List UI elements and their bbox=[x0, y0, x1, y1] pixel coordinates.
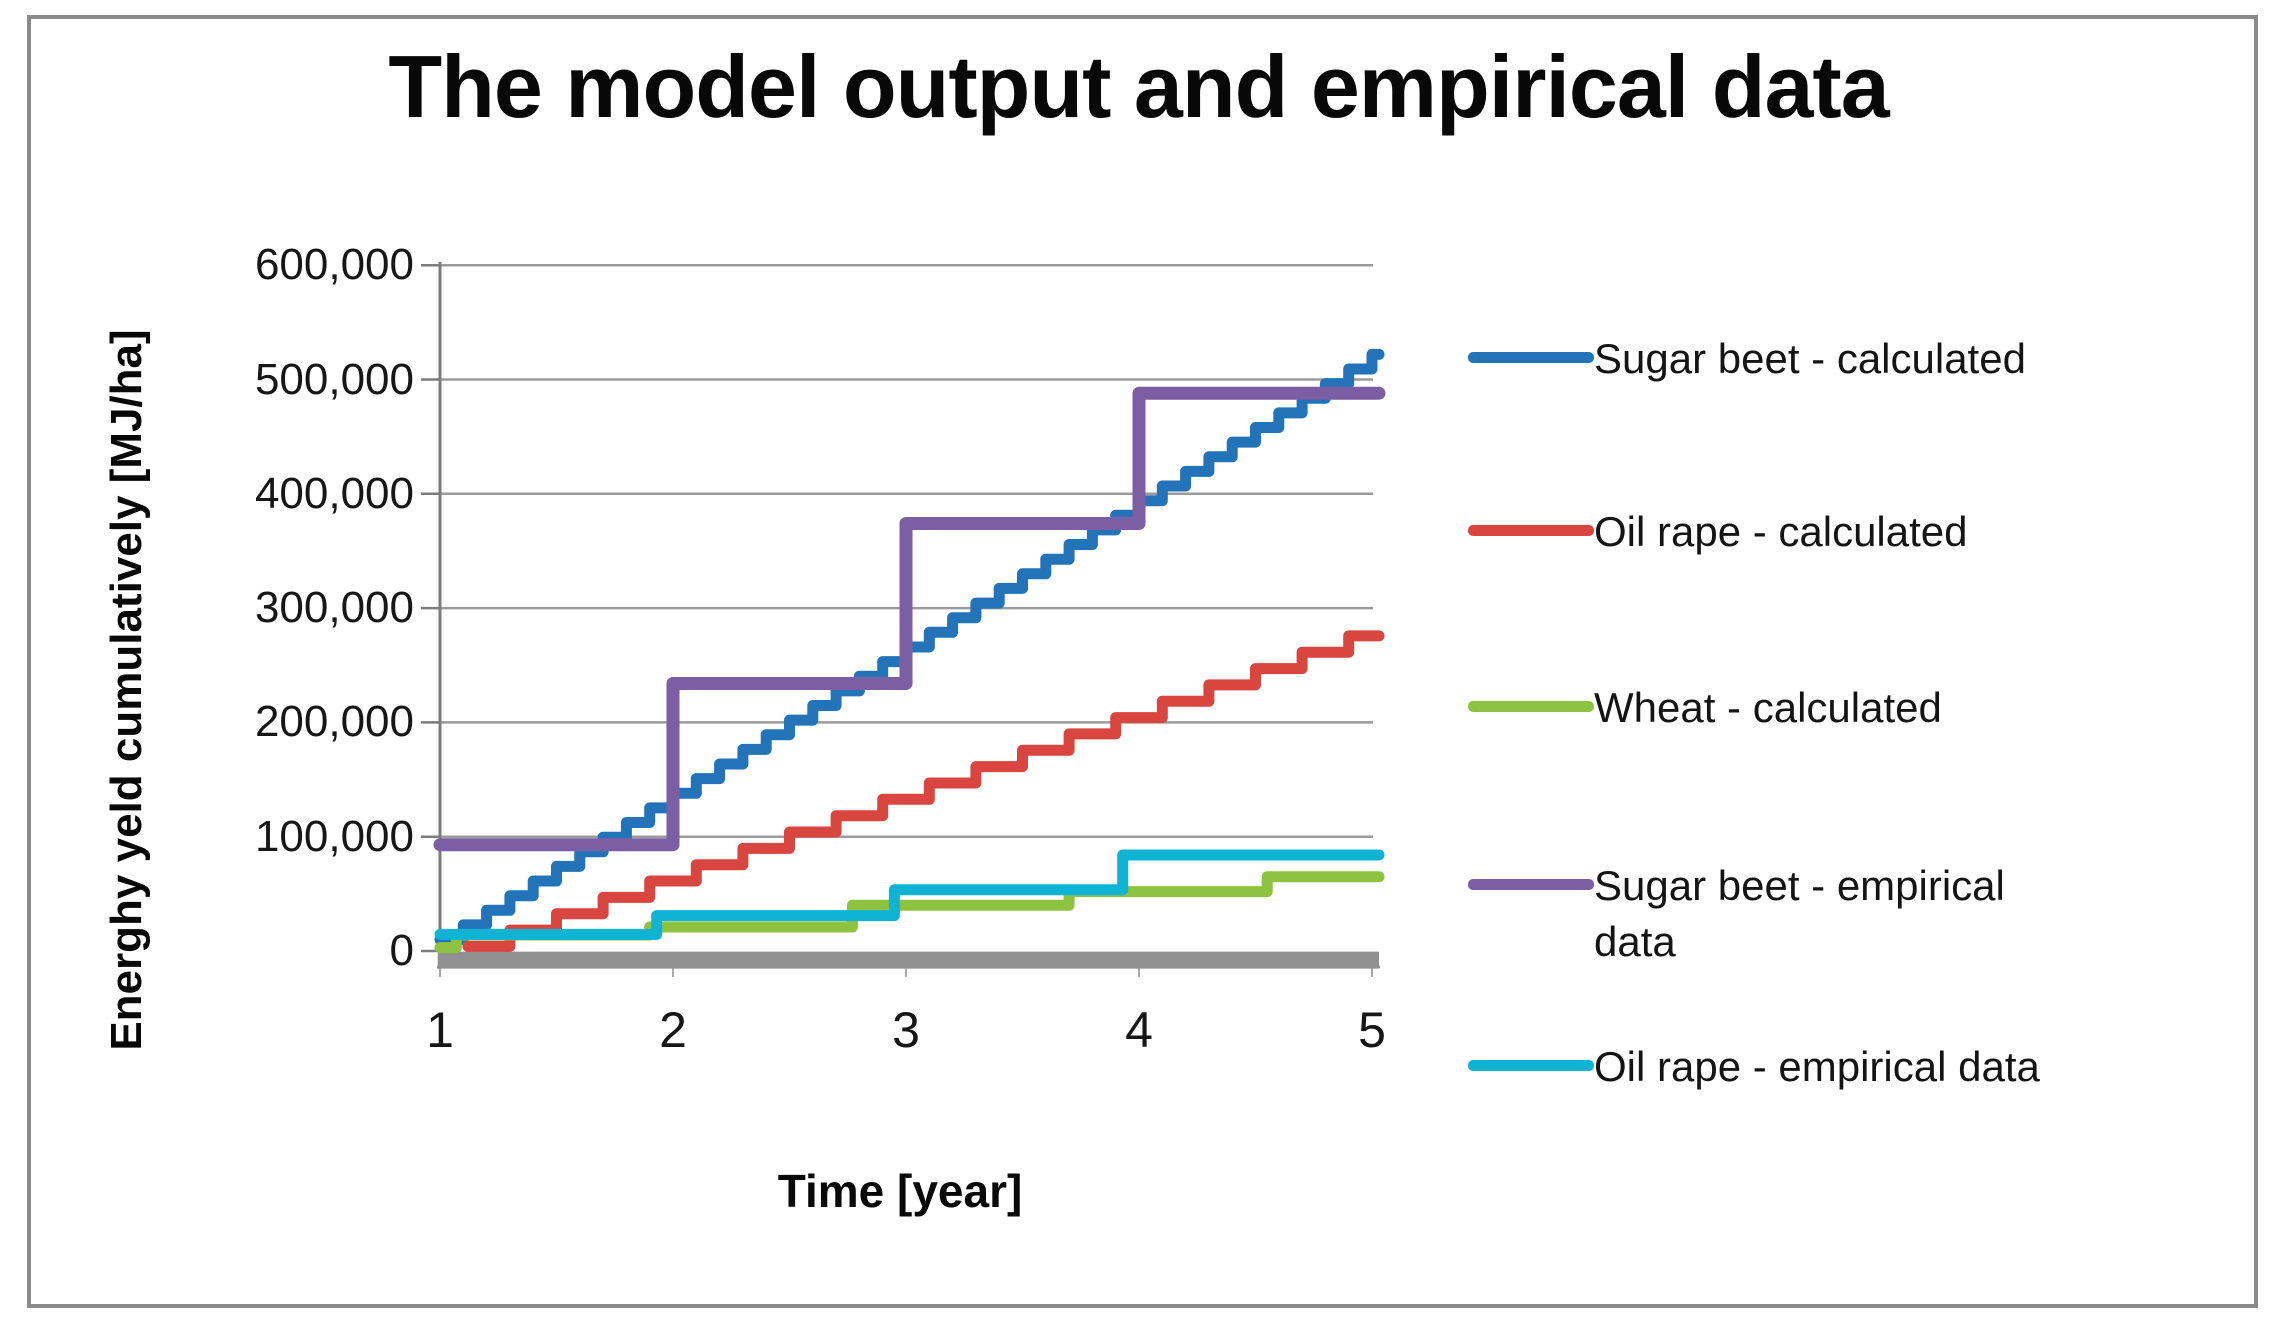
legend-item-oil-rape-empirical-data: Oil rape - empirical data bbox=[1468, 1039, 2040, 1095]
y-tick-label-300,000: 300,000 bbox=[254, 583, 414, 633]
x-tick-label-3: 3 bbox=[892, 1002, 920, 1058]
legend-line-swatch bbox=[1468, 879, 1594, 890]
y-tick-label-100,000: 100,000 bbox=[254, 811, 414, 861]
legend-label: Sugar beet - empirical data bbox=[1594, 858, 2005, 970]
legend-item-sugar-beet-calculated: Sugar beet - calculated bbox=[1468, 331, 2026, 387]
y-tick-label-400,000: 400,000 bbox=[254, 468, 414, 518]
chart-title: The model output and empirical data bbox=[388, 37, 1889, 136]
series-line-oil-rape-calculated bbox=[462, 630, 1385, 952]
legend-label-line: data bbox=[1594, 918, 1676, 965]
legend-label-line: Oil rape - calculated bbox=[1594, 508, 1968, 555]
legend-item-oil-rape-calculated: Oil rape - calculated bbox=[1468, 504, 1968, 560]
series-line-sugar-beet-empirical-data bbox=[433, 386, 1386, 852]
legend-label-line: Sugar beet - empirical bbox=[1594, 862, 2005, 909]
legend-line-swatch bbox=[1468, 352, 1594, 363]
y-tick-label-500,000: 500,000 bbox=[254, 354, 414, 404]
x-tick-label-4: 4 bbox=[1125, 1002, 1153, 1058]
chart-border-frame bbox=[27, 15, 2258, 1308]
series-line-oil-rape-empirical-data bbox=[434, 849, 1385, 940]
legend-item-wheat-calculated: Wheat - calculated bbox=[1468, 680, 1942, 736]
legend-label: Oil rape - empirical data bbox=[1594, 1039, 2040, 1095]
legend-label: Wheat - calculated bbox=[1594, 680, 1942, 736]
legend-line-swatch bbox=[1468, 1060, 1594, 1071]
x-axis-title: Time [year] bbox=[777, 1165, 1023, 1217]
legend-label: Sugar beet - calculated bbox=[1594, 331, 2026, 387]
legend-label-line: Wheat - calculated bbox=[1594, 684, 1942, 731]
legend-label: Oil rape - calculated bbox=[1594, 504, 1968, 560]
y-tick-label-200,000: 200,000 bbox=[254, 697, 414, 747]
x-tick-label-5: 5 bbox=[1358, 1002, 1386, 1058]
y-tick-label-0: 0 bbox=[389, 926, 414, 975]
x-tick-label-1: 1 bbox=[426, 1002, 454, 1058]
legend-item-sugar-beet-empirical-data: Sugar beet - empirical data bbox=[1468, 858, 2005, 970]
x-tick-label-2: 2 bbox=[659, 1002, 687, 1058]
legend-line-swatch bbox=[1468, 525, 1594, 536]
legend-line-swatch bbox=[1468, 701, 1594, 712]
legend-label-line: Sugar beet - calculated bbox=[1594, 335, 2026, 382]
y-tick-label-600,000: 600,000 bbox=[254, 240, 414, 290]
legend-label-line: Oil rape - empirical data bbox=[1594, 1043, 2040, 1090]
